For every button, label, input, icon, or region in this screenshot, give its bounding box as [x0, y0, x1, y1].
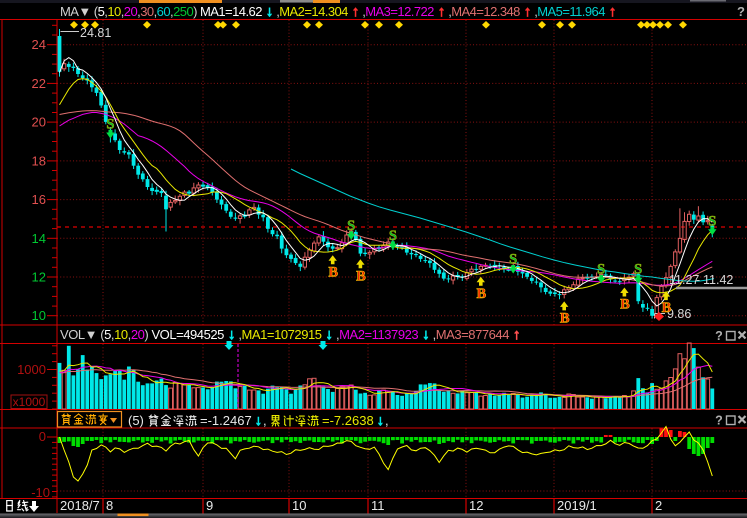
svg-text:S: S — [634, 262, 642, 278]
svg-text:14: 14 — [32, 231, 46, 246]
svg-text:-10: -10 — [31, 485, 50, 500]
svg-text:↓: ↓ — [255, 412, 262, 428]
svg-text:B: B — [476, 286, 486, 302]
svg-text:S: S — [389, 228, 397, 244]
svg-text:0: 0 — [39, 429, 46, 444]
svg-text:B: B — [356, 268, 366, 284]
svg-text:S: S — [509, 252, 517, 268]
svg-text:,: , — [263, 413, 267, 428]
svg-text:B: B — [328, 264, 338, 280]
svg-text:20: 20 — [32, 115, 46, 130]
svg-text:B: B — [560, 310, 570, 326]
svg-text:11: 11 — [371, 498, 385, 513]
svg-text:10: 10 — [32, 308, 46, 323]
svg-text:B: B — [662, 300, 672, 316]
svg-text:1000: 1000 — [17, 362, 46, 377]
svg-text:11.42: 11.42 — [703, 273, 733, 287]
svg-text:16: 16 — [32, 192, 46, 207]
svg-text:2019/1: 2019/1 — [557, 498, 597, 513]
svg-text:2: 2 — [655, 498, 662, 513]
svg-text:=-7.2638: =-7.2638 — [322, 413, 374, 428]
svg-text:9: 9 — [206, 498, 213, 513]
svg-text:x1000: x1000 — [13, 395, 46, 409]
svg-text:,: , — [385, 413, 389, 428]
svg-text:18: 18 — [32, 153, 46, 168]
svg-text:12: 12 — [32, 270, 46, 285]
svg-text:S: S — [347, 218, 355, 234]
svg-text:=-1.2467: =-1.2467 — [200, 413, 252, 428]
svg-text:2018/7: 2018/7 — [60, 498, 100, 513]
svg-text:S: S — [106, 117, 114, 133]
svg-text:S: S — [708, 213, 716, 229]
svg-text:↓: ↓ — [377, 412, 384, 428]
svg-text:MA▼ (5,10,20,30,60,250) MA1=14: MA▼ (5,10,20,30,60,250) MA1=14.62 ↓ ,MA2… — [60, 4, 616, 20]
svg-text:24.81: 24.81 — [80, 26, 111, 40]
svg-text:B: B — [620, 297, 630, 313]
svg-text:10: 10 — [292, 498, 306, 513]
svg-text:-: - — [696, 273, 700, 287]
svg-text:S: S — [597, 261, 605, 277]
svg-text:?: ? — [715, 414, 723, 428]
svg-text:9.86: 9.86 — [667, 307, 691, 321]
svg-text:(5): (5) — [128, 413, 144, 428]
svg-text:11.27: 11.27 — [669, 273, 699, 287]
svg-text:22: 22 — [32, 76, 46, 91]
svg-text:8: 8 — [106, 498, 113, 513]
svg-text:12: 12 — [469, 498, 483, 513]
svg-text:24: 24 — [32, 37, 46, 52]
svg-text:VOL▼ (5,10,20) VOL=494525 ↓ ,M: VOL▼ (5,10,20) VOL=494525 ↓ ,MA1=1072915… — [60, 327, 520, 343]
svg-text:?: ? — [737, 4, 745, 19]
svg-text:?: ? — [715, 329, 723, 343]
